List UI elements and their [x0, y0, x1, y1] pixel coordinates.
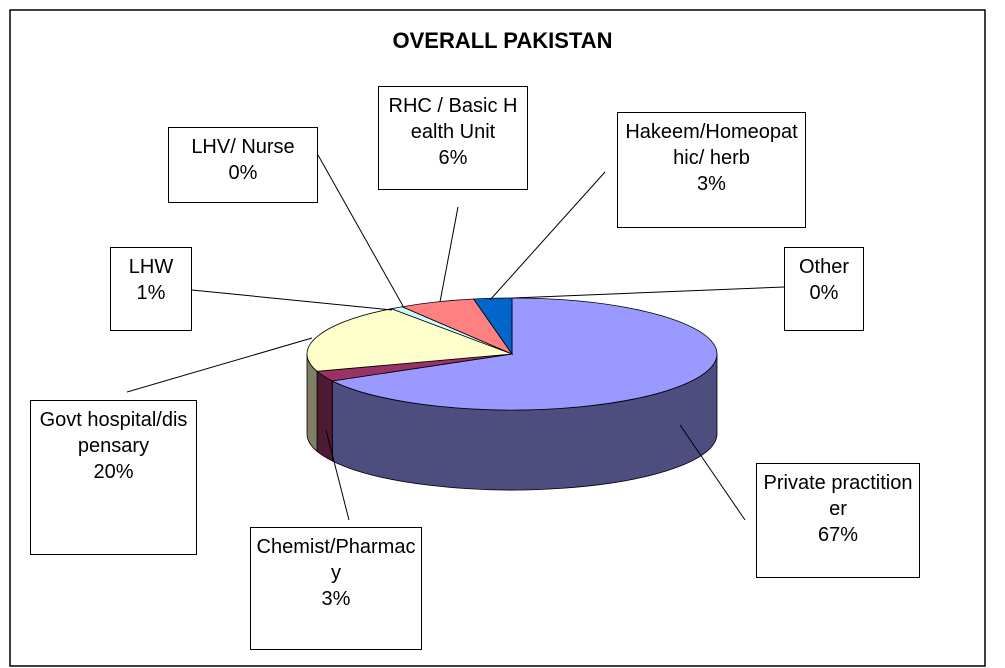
- leader-line: [126, 337, 313, 393]
- leader-line: [439, 206, 459, 303]
- pie-slice: [306, 308, 513, 372]
- data-label-value: 0%: [809, 282, 839, 304]
- leader-line: [325, 429, 350, 521]
- data-label-value: 3%: [321, 588, 351, 610]
- data-label-category: Chemist/Pharmacy: [256, 536, 416, 584]
- data-label-category: RHC / Basic Health Unit: [388, 95, 518, 143]
- data-label-box: LHV/ Nurse 0%: [168, 127, 318, 203]
- data-label-value: 20%: [93, 461, 134, 483]
- data-label-box: Chemist/Pharmacy 3%: [250, 527, 422, 650]
- data-label-box: Govt hospital/dispensary 20%: [30, 400, 197, 555]
- data-label-value: 3%: [697, 173, 726, 195]
- data-label-value: 0%: [228, 162, 258, 184]
- data-label-value: 67%: [817, 524, 859, 546]
- leader-line: [679, 424, 746, 521]
- leader-line: [512, 286, 785, 299]
- chart-title: OVERALL PAKISTAN: [392, 28, 613, 53]
- data-label-category: Govt hospital/dispensary: [39, 409, 188, 457]
- data-label-value: 6%: [438, 147, 468, 169]
- data-label-box: LHW 1%: [110, 247, 192, 331]
- data-label-category: LHV/ Nurse: [191, 136, 295, 158]
- data-label-value: 1%: [136, 282, 166, 304]
- data-label-category: LHW: [128, 256, 174, 278]
- data-label-category: Private practitioner: [763, 472, 913, 520]
- pie-slice: [331, 297, 718, 411]
- data-label-category: Other: [798, 256, 850, 278]
- data-label-box: Hakeem/Homeopathic/ herb 3%: [617, 112, 806, 228]
- data-label-box: Private practitioner 67%: [756, 463, 920, 578]
- data-label-box: Other 0%: [784, 247, 864, 331]
- leader-line: [489, 171, 606, 301]
- data-label-category: Hakeem/Homeopathic/ herb: [625, 121, 798, 169]
- leader-line: [317, 154, 404, 307]
- data-label-box: RHC / Basic Health Unit 6%: [378, 86, 528, 190]
- leader-line: [191, 289, 393, 311]
